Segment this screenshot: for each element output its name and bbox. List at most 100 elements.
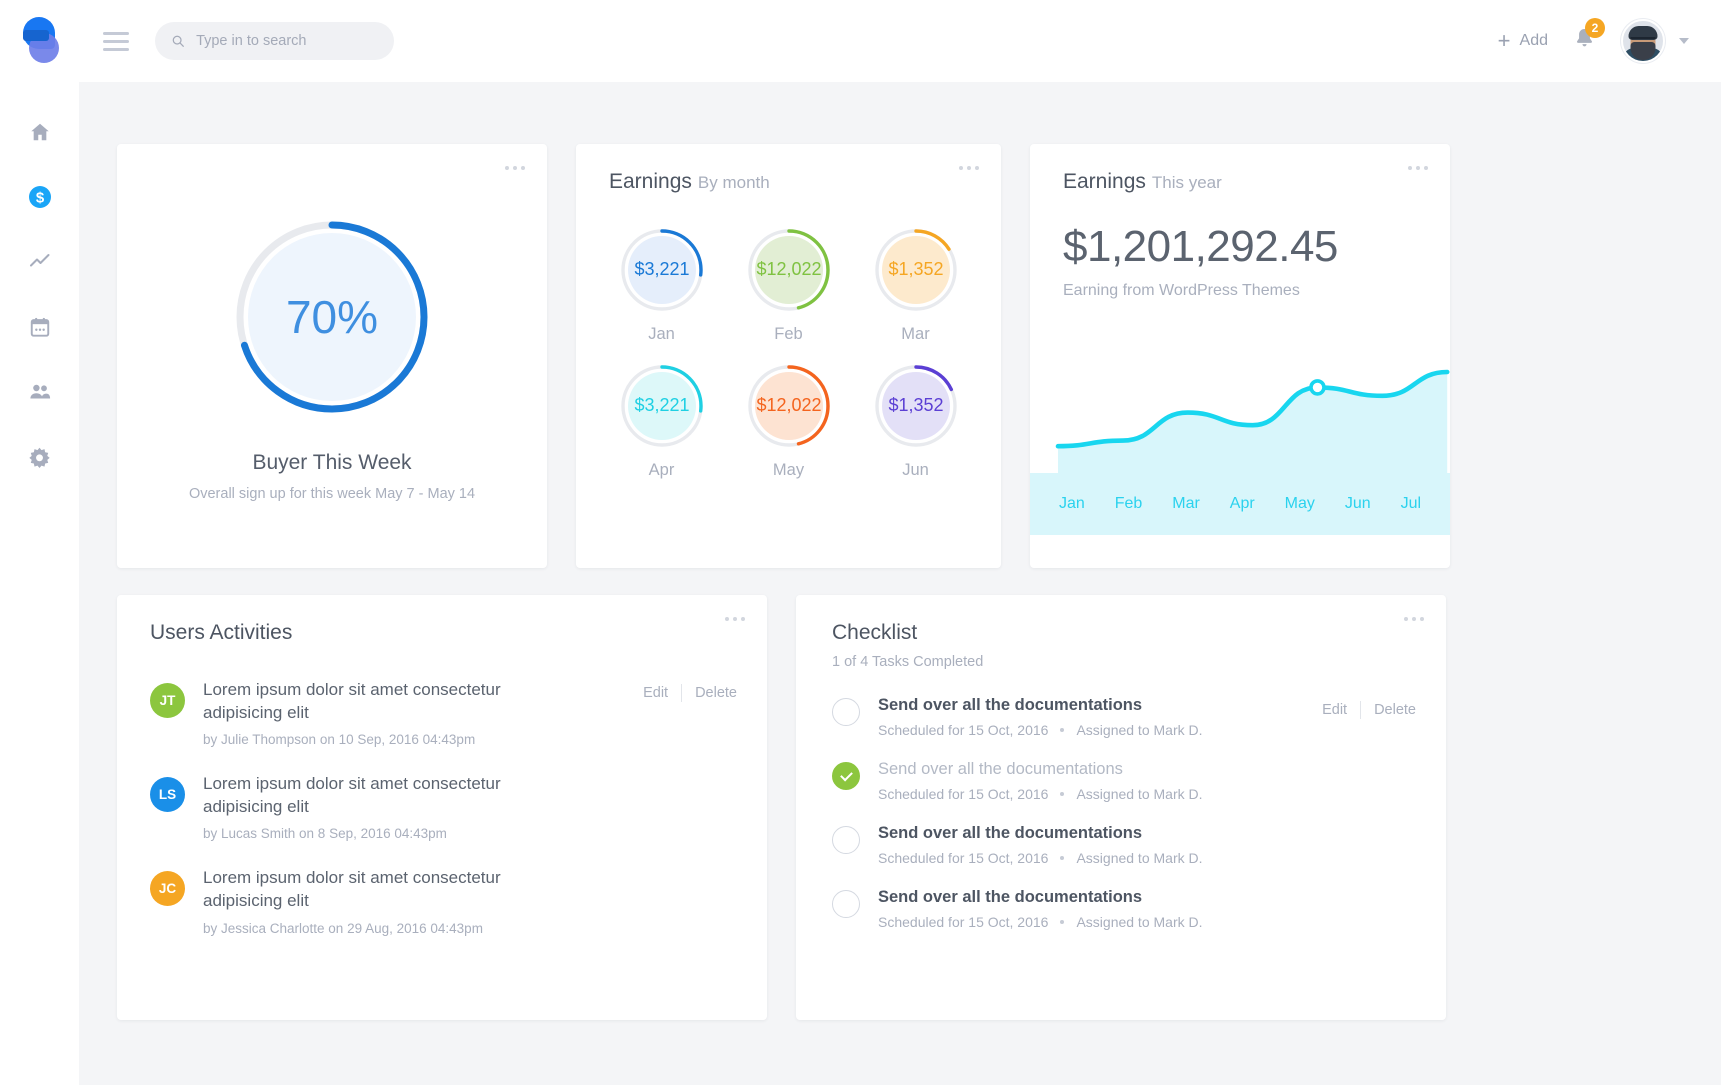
gauge-ring-feb: $12,022: [747, 229, 830, 311]
sidebar-nav: $: [0, 110, 79, 479]
sidebar-item-calendar[interactable]: [18, 305, 62, 349]
month-tick-jun[interactable]: Jun: [1344, 495, 1371, 512]
hamburger-icon[interactable]: [103, 31, 129, 51]
more-options-icon[interactable]: [1404, 617, 1424, 621]
svg-text:$: $: [35, 189, 44, 206]
svg-text:$3,221: $3,221: [634, 259, 689, 279]
activity-body: Lorem ipsum dolor sit amet consectetur a…: [203, 679, 513, 747]
chevron-down-icon: [1679, 38, 1689, 44]
sidebar: $: [0, 0, 79, 1085]
search-box[interactable]: [155, 22, 394, 60]
svg-text:$3,221: $3,221: [634, 395, 689, 415]
activities-title: Users Activities: [150, 621, 293, 644]
activity-actions: Edit Delete: [643, 679, 737, 702]
checklist-title: Checklist: [832, 621, 918, 644]
avatar-initials: JT: [150, 683, 185, 718]
gauge-may[interactable]: $12,022 May: [725, 360, 852, 480]
more-options-icon[interactable]: [505, 166, 525, 170]
delete-link[interactable]: Delete: [695, 685, 737, 701]
earnings-year-amount: $1,201,292.45: [1063, 222, 1338, 271]
gauge-apr[interactable]: $3,221 Apr: [598, 360, 725, 480]
topbar-actions: + Add 2: [1498, 18, 1689, 63]
user-menu[interactable]: [1621, 19, 1689, 63]
earnings-year-month-axis: Jan Feb Mar Apr May Jun Jul: [1030, 473, 1450, 535]
checklist-assignee: Assigned to Mark D.: [1076, 786, 1203, 802]
plus-icon: +: [1497, 28, 1511, 53]
notifications-button[interactable]: 2: [1574, 18, 1605, 55]
gauge-month-label: May: [772, 461, 805, 479]
activity-row: JT Lorem ipsum dolor sit amet consectetur…: [150, 679, 737, 747]
month-tick-apr[interactable]: Apr: [1229, 495, 1255, 512]
checklist-body: Send over all the documentations Schedule…: [878, 888, 1416, 930]
sidebar-item-earnings[interactable]: $: [18, 175, 62, 219]
activity-text: Lorem ipsum dolor sit amet consectetur a…: [203, 868, 501, 911]
checklist-actions: Edit Delete: [1322, 696, 1416, 719]
sidebar-item-home[interactable]: [18, 110, 62, 154]
add-button-label: Add: [1519, 32, 1548, 49]
area-line: [1055, 369, 1450, 449]
checklist-assignee: Assigned to Mark D.: [1076, 850, 1203, 866]
buyer-card-title: Buyer This Week: [252, 451, 412, 474]
gear-icon: [29, 447, 50, 468]
edit-link[interactable]: Edit: [643, 685, 669, 701]
buyer-donut-chart: 70%: [227, 212, 437, 427]
gauge-feb[interactable]: $12,022 Feb: [725, 224, 852, 344]
more-options-icon[interactable]: [725, 617, 745, 621]
activity-text: Lorem ipsum dolor sit amet consectetur a…: [203, 774, 501, 816]
svg-text:$12,022: $12,022: [756, 395, 821, 415]
more-options-icon[interactable]: [959, 166, 979, 170]
checklist-assignee: Assigned to Mark D.: [1076, 722, 1203, 738]
more-options-icon[interactable]: [1408, 166, 1428, 170]
buyer-card-subtitle: Overall sign up for this week May 7 - Ma…: [188, 486, 476, 502]
earnings-by-month-card: Earnings By month $3,221 Jan $12,022 Feb $1,3…: [576, 144, 1001, 568]
checklist-subtitle: 1 of 4 Tasks Completed: [832, 654, 984, 670]
month-tick-mar[interactable]: Mar: [1172, 495, 1200, 512]
activity-body: Lorem ipsum dolor sit amet consectetur a…: [203, 773, 513, 841]
sidebar-item-analytics[interactable]: [18, 240, 62, 284]
gauge-ring-jan: $3,221: [620, 229, 703, 311]
checklist-item-meta: Scheduled for 15 Oct, 2016 Assigned to Ma…: [878, 786, 1416, 802]
earnings-year-subtitle: This year: [1151, 173, 1222, 192]
gauge-ring-may: $12,022: [747, 365, 830, 447]
area-marker[interactable]: [1309, 379, 1326, 396]
gauge-jan[interactable]: $3,221 Jan: [598, 224, 725, 344]
checkbox-checked-icon[interactable]: [832, 762, 860, 790]
month-tick-jan[interactable]: Jan: [1058, 495, 1085, 512]
avatar-initials: LS: [150, 777, 185, 813]
divider: [681, 684, 683, 702]
checklist-assignee: Assigned to Mark D.: [1076, 914, 1203, 930]
edit-link[interactable]: Edit: [1322, 702, 1348, 718]
activity-meta: by Julie Thompson on 10 Sep, 2016 04:43p…: [203, 732, 476, 748]
gauge-mar[interactable]: $1,352 Mar: [852, 224, 979, 344]
checklist-row: Send over all the documentations Schedule…: [832, 760, 1416, 802]
gauge-ring-jun: $1,352: [874, 365, 957, 447]
users-activities-card: Users Activities JT Lorem ipsum dolor sit…: [117, 595, 767, 1020]
avatar-initials: JC: [150, 871, 185, 907]
checkbox-empty-icon[interactable]: [832, 890, 860, 918]
add-button[interactable]: + Add: [1498, 30, 1548, 52]
checklist-item-title: Send over all the documentations: [878, 760, 1123, 778]
brand-logo[interactable]: [0, 0, 79, 82]
month-tick-feb[interactable]: Feb: [1114, 495, 1143, 512]
search-input[interactable]: [196, 33, 378, 49]
activity-meta: by Lucas Smith on 8 Sep, 2016 04:43pm: [203, 826, 447, 842]
month-tick-jul[interactable]: Jul: [1400, 495, 1422, 512]
delete-link[interactable]: Delete: [1374, 702, 1416, 718]
bullet-separator: [1060, 792, 1065, 796]
checkbox-empty-icon[interactable]: [832, 698, 860, 726]
main-area: + Add 2: [79, 0, 1721, 1085]
checkbox-empty-icon[interactable]: [832, 826, 860, 854]
gauge-jun[interactable]: $1,352 Jun: [852, 360, 979, 480]
sidebar-item-users[interactable]: [18, 370, 62, 414]
divider: [1360, 701, 1362, 719]
month-tick-may[interactable]: May: [1284, 495, 1315, 512]
dashboard-content: 70% Buyer This Week Overall sign up for …: [79, 82, 1721, 1085]
checklist-item-title: Send over all the documentations: [878, 696, 1143, 714]
dashboard-row-top: 70% Buyer This Week Overall sign up for …: [117, 144, 1687, 568]
checklist-schedule: Scheduled for 15 Oct, 2016: [878, 722, 1049, 738]
activity-body: Lorem ipsum dolor sit amet consectetur a…: [203, 867, 513, 935]
checklist-item-title: Send over all the documentations: [878, 888, 1143, 906]
topbar: + Add 2: [79, 0, 1721, 82]
earnings-year-header: Earnings This year: [1030, 144, 1450, 194]
sidebar-item-settings[interactable]: [18, 435, 62, 479]
